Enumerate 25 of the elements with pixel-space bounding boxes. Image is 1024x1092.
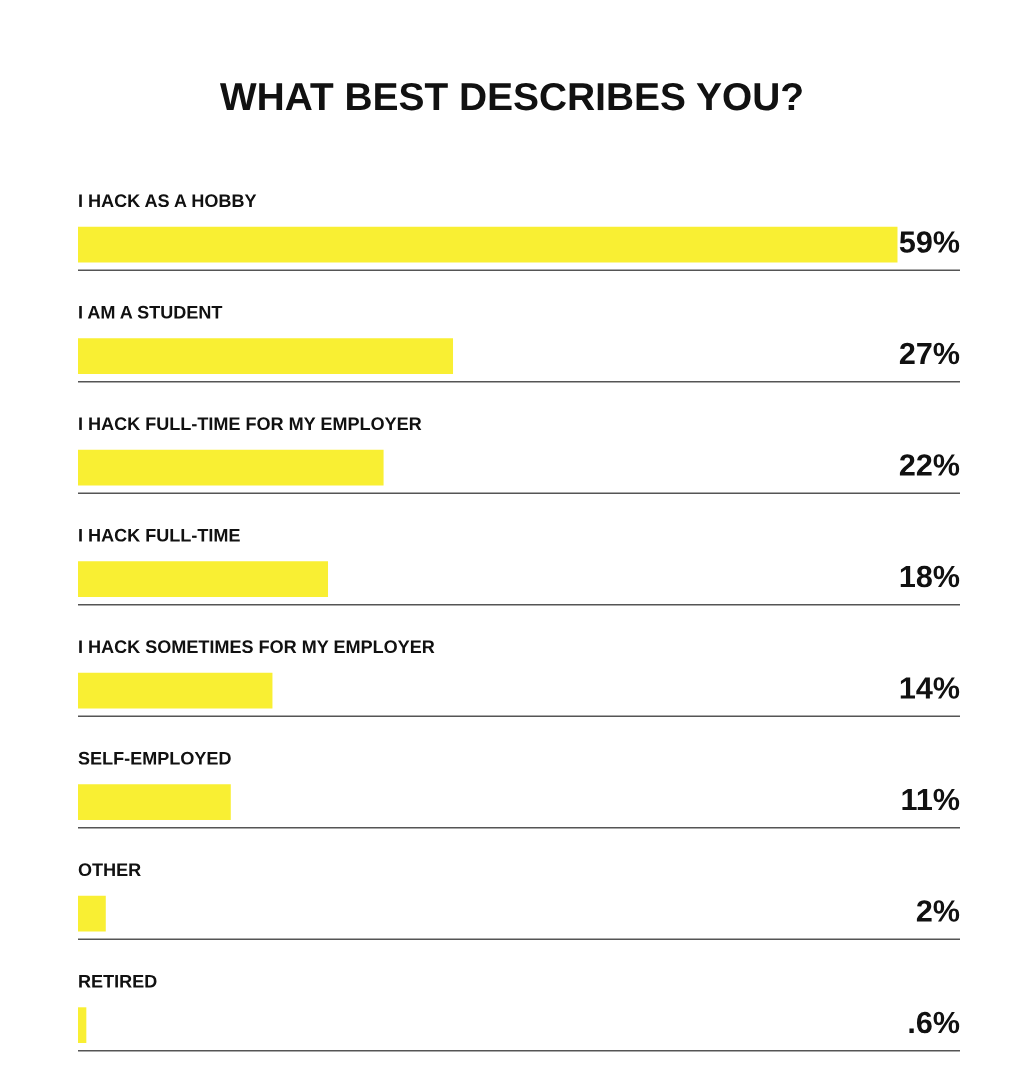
y-tick-label: I HACK FULL-TIME xyxy=(79,528,240,542)
bar xyxy=(78,672,273,709)
data-label: 22% xyxy=(899,454,960,476)
bar xyxy=(78,784,231,820)
data-label: 59% xyxy=(899,231,960,253)
y-tick-label: I HACK FULL-TIME FOR MY EMPLOYER xyxy=(79,417,422,431)
bar xyxy=(78,449,384,486)
y-tick-label: I AM A STUDENT xyxy=(79,305,223,319)
data-label: .6% xyxy=(909,1011,960,1034)
data-label: 27% xyxy=(899,342,960,365)
bar xyxy=(78,226,898,263)
y-tick-label: OTHER xyxy=(78,863,141,877)
bar xyxy=(78,895,106,932)
y-tick-label: SELF-EMPLOYED xyxy=(78,751,231,765)
data-label: 14% xyxy=(900,677,960,699)
data-label: 2% xyxy=(916,900,960,922)
data-label: 18% xyxy=(900,565,960,588)
bar xyxy=(78,1007,87,1043)
y-tick-label: I HACK SOMETIMES FOR MY EMPLOYER xyxy=(79,640,435,654)
data-label: 11% xyxy=(902,788,960,811)
chart-title: WHAT BEST DESCRIBES YOU? xyxy=(219,82,802,111)
y-tick-label: RETIRED xyxy=(79,975,157,988)
y-tick-label: I HACK AS A HOBBY xyxy=(79,194,257,208)
bar xyxy=(78,561,329,597)
bar xyxy=(78,338,454,374)
